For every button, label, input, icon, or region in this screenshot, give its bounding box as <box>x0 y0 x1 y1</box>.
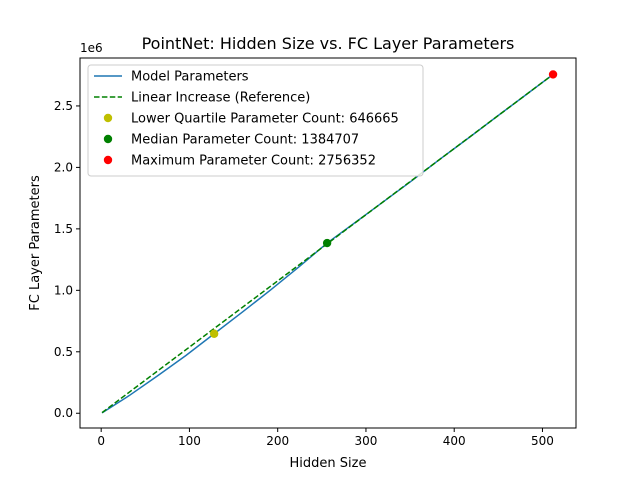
legend-box <box>87 64 424 177</box>
y-tick-label: 1.5 <box>54 222 73 236</box>
legend-label: Model Parameters <box>131 70 249 85</box>
x-ticks: 0 100 200 300 400 500 <box>97 428 554 448</box>
maximum-point <box>548 70 558 79</box>
x-tick-label: 500 <box>531 434 554 448</box>
legend-swatch-point <box>103 155 113 165</box>
x-tick-label: 400 <box>443 434 466 448</box>
y-tick-label: 0.5 <box>54 345 73 359</box>
y-axis-label: FC Layer Parameters <box>28 175 43 311</box>
x-tick-label: 300 <box>354 434 377 448</box>
legend-label: Linear Increase (Reference) <box>131 91 310 106</box>
y-tick-label: 2.5 <box>54 99 73 113</box>
y-tick-label: 0.0 <box>54 406 73 420</box>
plot-frame <box>79 57 577 429</box>
legend-label: Median Parameter Count: 1384707 <box>131 133 359 148</box>
legend-label: Lower Quartile Parameter Count: 646665 <box>131 112 399 127</box>
y-tick-label: 1.0 <box>54 283 73 297</box>
legend-label: Maximum Parameter Count: 2756352 <box>131 154 376 169</box>
x-tick-label: 200 <box>266 434 289 448</box>
chart-title: PointNet: Hidden Size vs. FC Layer Param… <box>142 34 515 53</box>
plot-area <box>101 70 558 414</box>
median-point <box>322 238 332 248</box>
x-axis-label: Hidden Size <box>290 456 367 471</box>
lower-quartile-point <box>209 329 219 338</box>
x-tick-label: 0 <box>97 434 105 448</box>
x-tick-label: 100 <box>178 434 201 448</box>
y-tick-label: 2.0 <box>54 160 73 174</box>
y-ticks: 0.0 0.5 1.0 1.5 2.0 2.5 <box>54 99 80 420</box>
y-offset-label: 1e6 <box>80 41 103 55</box>
legend: Model Parameters Linear Increase (Referen… <box>87 64 424 177</box>
legend-swatch-point <box>103 134 113 144</box>
legend-swatch-point <box>103 113 113 123</box>
